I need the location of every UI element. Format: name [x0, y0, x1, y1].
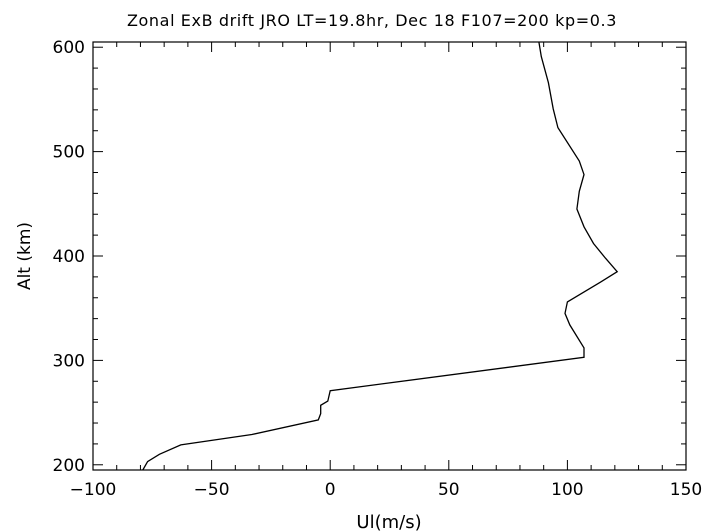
- y-axis: 200 300 400 500 600: [53, 38, 686, 476]
- series-line: [142, 41, 619, 471]
- y-tick-label: 500: [53, 143, 85, 163]
- y-tick-label: 300: [53, 351, 85, 371]
- plot-frame: [92, 41, 687, 471]
- x-tick-label: 150: [670, 480, 702, 500]
- x-tick-label: −50: [194, 480, 230, 500]
- x-tick-label: 0: [325, 480, 336, 500]
- y-axis-label: Alt (km): [15, 222, 35, 290]
- y-tick-label: 400: [53, 247, 85, 267]
- x-tick-label: 100: [551, 480, 583, 500]
- x-axis-label: Ul(m/s): [356, 512, 421, 532]
- y-tick-label: 200: [53, 456, 85, 476]
- y-tick-label: 600: [53, 38, 85, 58]
- x-axis: −100 −50 0 50 100 150: [70, 42, 702, 500]
- chart-title: Zonal ExB drift JRO LT=19.8hr, Dec 18 F1…: [127, 11, 617, 30]
- x-tick-label: 50: [438, 480, 460, 500]
- x-tick-label: −100: [70, 480, 117, 500]
